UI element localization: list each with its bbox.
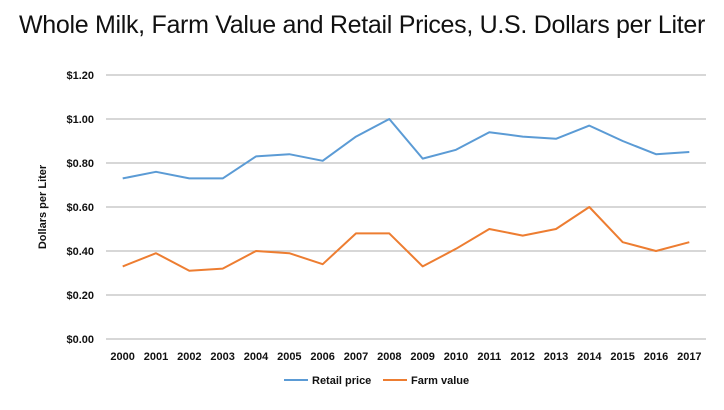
x-tick-label: 2012 bbox=[510, 351, 534, 363]
x-tick-label: 2008 bbox=[377, 351, 401, 363]
x-tick-label: 2016 bbox=[644, 351, 668, 363]
legend-label: Farm value bbox=[411, 375, 469, 387]
x-tick-label: 2004 bbox=[244, 351, 269, 363]
x-tick-label: 2000 bbox=[110, 351, 134, 363]
x-tick-label: 2003 bbox=[210, 351, 234, 363]
x-tick-label: 2017 bbox=[677, 351, 701, 363]
x-tick-label: 2005 bbox=[277, 351, 301, 363]
x-tick-label: 2006 bbox=[310, 351, 334, 363]
chart-title: Whole Milk, Farm Value and Retail Prices… bbox=[18, 11, 706, 39]
x-tick-label: 2011 bbox=[477, 351, 501, 363]
x-tick-label: 2013 bbox=[544, 351, 568, 363]
legend-label: Retail price bbox=[312, 375, 371, 387]
x-tick-label: 2010 bbox=[444, 351, 468, 363]
y-tick-label: $0.20 bbox=[66, 290, 94, 302]
series-line-farm-value bbox=[122, 206, 690, 272]
x-tick-label: 2001 bbox=[144, 351, 168, 363]
x-tick-label: 2015 bbox=[610, 351, 634, 363]
y-tick-label: $0.60 bbox=[66, 202, 94, 214]
y-axis-label: Dollars per Liter bbox=[37, 164, 49, 249]
x-tick-label: 2009 bbox=[410, 351, 434, 363]
series-line-retail-price bbox=[122, 118, 690, 180]
y-tick-label: $1.00 bbox=[66, 114, 94, 126]
y-tick-label: $0.40 bbox=[66, 246, 94, 258]
y-tick-label: $1.20 bbox=[66, 70, 94, 82]
y-tick-label: $0.80 bbox=[66, 158, 94, 170]
x-tick-label: 2007 bbox=[344, 351, 368, 363]
x-tick-label: 2002 bbox=[177, 351, 201, 363]
y-tick-label: $0.00 bbox=[66, 334, 94, 346]
x-tick-label: 2014 bbox=[577, 351, 602, 363]
